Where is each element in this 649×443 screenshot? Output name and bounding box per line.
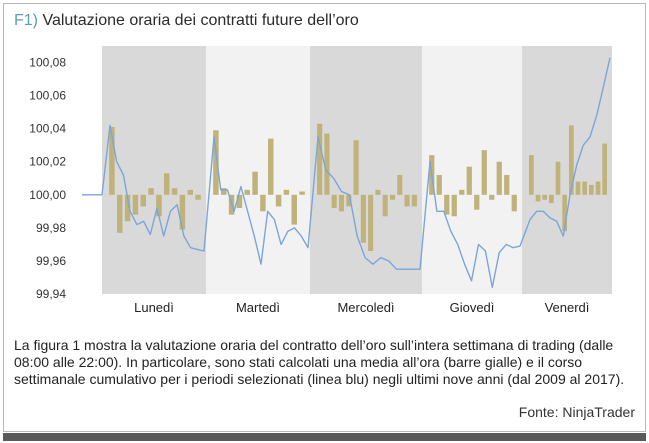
- bar: [436, 174, 442, 195]
- bar: [346, 194, 352, 207]
- bar: [562, 194, 567, 232]
- figure-source: Fonte: NinjaTrader: [518, 404, 635, 420]
- bar: [549, 194, 554, 204]
- bar: [602, 143, 607, 195]
- bar: [404, 194, 410, 207]
- bar: [179, 194, 186, 230]
- bar: [368, 194, 374, 252]
- bar: [124, 194, 131, 222]
- day-band-4: [522, 46, 612, 294]
- day-band-0: [102, 46, 206, 294]
- day-label: Martedì: [236, 300, 280, 315]
- bar: [582, 181, 587, 195]
- bar: [511, 194, 517, 212]
- bar: [140, 194, 146, 207]
- bar: [221, 188, 227, 195]
- bar: [164, 173, 170, 195]
- bar: [474, 194, 480, 210]
- bar: [171, 188, 178, 195]
- bar: [236, 194, 243, 209]
- bar: [575, 181, 581, 195]
- bar: [555, 161, 561, 195]
- figure-tag: F1): [14, 12, 38, 29]
- y-tick-label: 100,06: [29, 89, 66, 103]
- bar: [353, 140, 359, 195]
- cumulative-line: [82, 57, 611, 289]
- bar: [187, 189, 193, 195]
- bar: [504, 174, 510, 195]
- bar: [213, 130, 219, 195]
- bar: [283, 189, 290, 195]
- bar: [148, 188, 154, 195]
- day-band-3: [422, 46, 522, 294]
- y-tick-label: 100,00: [29, 188, 66, 202]
- bar: [382, 194, 388, 217]
- bar: [244, 189, 250, 195]
- bar: [117, 194, 123, 233]
- bar: [542, 194, 547, 200]
- figure-bottom-bar: [3, 433, 646, 441]
- bar: [299, 191, 305, 195]
- figure-title: F1) Valutazione oraria dei contratti fut…: [14, 12, 359, 30]
- bar: [496, 161, 502, 195]
- bar: [268, 138, 274, 195]
- y-tick-label: 100,04: [29, 122, 66, 136]
- bar: [535, 194, 541, 202]
- day-label: Lunedì: [134, 300, 174, 315]
- bar: [451, 194, 457, 217]
- hourly-gold-futures-chart: 100,08 100,06 100,04 100,02 100,00 99,98 99,96…: [29, 46, 612, 315]
- y-tick-label: 99,94: [36, 287, 66, 301]
- bar: [195, 194, 201, 200]
- bar: [466, 166, 472, 195]
- bar: [595, 181, 601, 195]
- bar: [132, 194, 139, 215]
- day-label: Venerdì: [545, 300, 590, 315]
- bar: [411, 194, 417, 207]
- bar: [529, 155, 534, 195]
- bar: [331, 194, 337, 209]
- day-label: Giovedì: [450, 300, 495, 315]
- y-tick-label: 99,96: [36, 254, 66, 268]
- bar: [481, 150, 487, 195]
- y-tick-label: 99,98: [36, 221, 66, 235]
- bar: [397, 174, 403, 195]
- figure-title-text: Valutazione oraria dei contratti future …: [42, 12, 359, 29]
- day-band-1: [206, 46, 310, 294]
- bar: [444, 194, 450, 215]
- bar: [260, 194, 266, 212]
- bar: [360, 194, 366, 243]
- bar: [252, 171, 258, 195]
- bar: [291, 194, 297, 225]
- bar: [275, 194, 282, 207]
- bar: [324, 133, 330, 195]
- bar: [156, 194, 162, 217]
- day-label: Mercoledì: [337, 300, 394, 315]
- y-tick-label: 100,08: [29, 56, 66, 70]
- bar: [459, 189, 465, 195]
- bar: [569, 125, 574, 195]
- bar: [489, 194, 495, 200]
- bar: [109, 127, 115, 195]
- y-tick-label: 100,02: [29, 155, 66, 169]
- bar: [375, 189, 381, 195]
- bar: [338, 194, 345, 212]
- bar: [317, 123, 323, 195]
- figure-caption: La figura 1 mostra la valutazione oraria…: [14, 337, 625, 387]
- bar: [389, 194, 396, 200]
- bar: [589, 184, 594, 195]
